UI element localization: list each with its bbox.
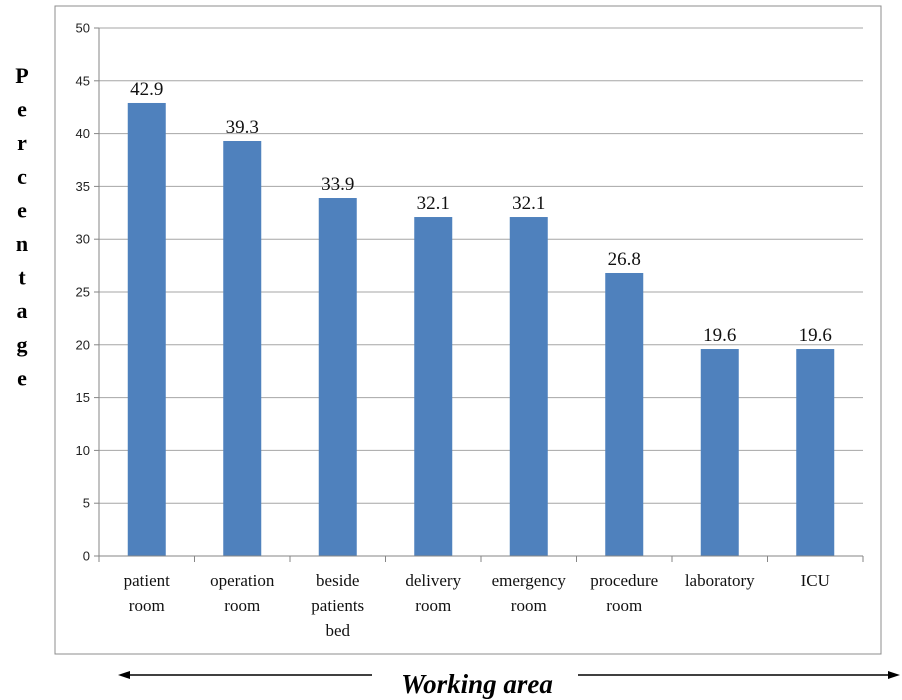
arrow-right-icon xyxy=(888,671,900,679)
y-tick-label: 25 xyxy=(76,285,90,300)
y-tick-label: 10 xyxy=(76,443,90,458)
data-label: 32.1 xyxy=(417,193,450,214)
x-tick-label: beside patients bed xyxy=(311,571,364,640)
x-tick-label: delivery room xyxy=(405,571,461,615)
y-tick-label: 40 xyxy=(76,126,90,141)
bar xyxy=(605,272,644,556)
bar xyxy=(509,217,548,557)
x-tick-label: ICU xyxy=(801,571,830,590)
bars xyxy=(127,102,835,557)
x-tick-label: laboratory xyxy=(685,571,755,590)
gridlines xyxy=(99,27,863,504)
bar xyxy=(414,217,453,557)
labels: 42.9 patient room 39.3 operation room 33.9 besi… xyxy=(15,63,900,699)
data-label: 32.1 xyxy=(512,193,545,214)
data-label: 42.9 xyxy=(130,79,163,100)
data-label: 19.6 xyxy=(703,325,736,346)
bar xyxy=(700,349,739,556)
y-tick-label: 0 xyxy=(83,549,90,564)
bar xyxy=(223,140,262,556)
chart-frame xyxy=(54,5,882,655)
bar xyxy=(318,198,357,557)
arrow-left-icon xyxy=(118,671,130,679)
bar xyxy=(796,349,835,556)
y-tick-label: 50 xyxy=(76,21,90,36)
y-tick-label: 45 xyxy=(76,73,90,88)
x-tick-label: patient room xyxy=(124,571,171,615)
y-tick-label: 20 xyxy=(76,337,90,352)
y-tick-label: 30 xyxy=(76,232,90,247)
data-label: 26.8 xyxy=(608,249,641,270)
y-tick-label: 15 xyxy=(76,390,90,405)
bar xyxy=(127,102,166,556)
y-tick-label: 35 xyxy=(76,179,90,194)
y-tick-label: 5 xyxy=(83,496,90,511)
axes: 0 5 10 15 20 25 30 35 40 45 50 xyxy=(76,21,864,564)
x-tick-label: procedure room xyxy=(590,571,658,615)
data-label: 39.3 xyxy=(226,117,259,138)
x-tick-label: operation room xyxy=(210,571,275,615)
data-label: 33.9 xyxy=(321,174,354,195)
data-label: 19.6 xyxy=(799,325,832,346)
x-tick-label: emergency room xyxy=(492,571,567,615)
x-axis-label: Working area xyxy=(401,669,553,699)
